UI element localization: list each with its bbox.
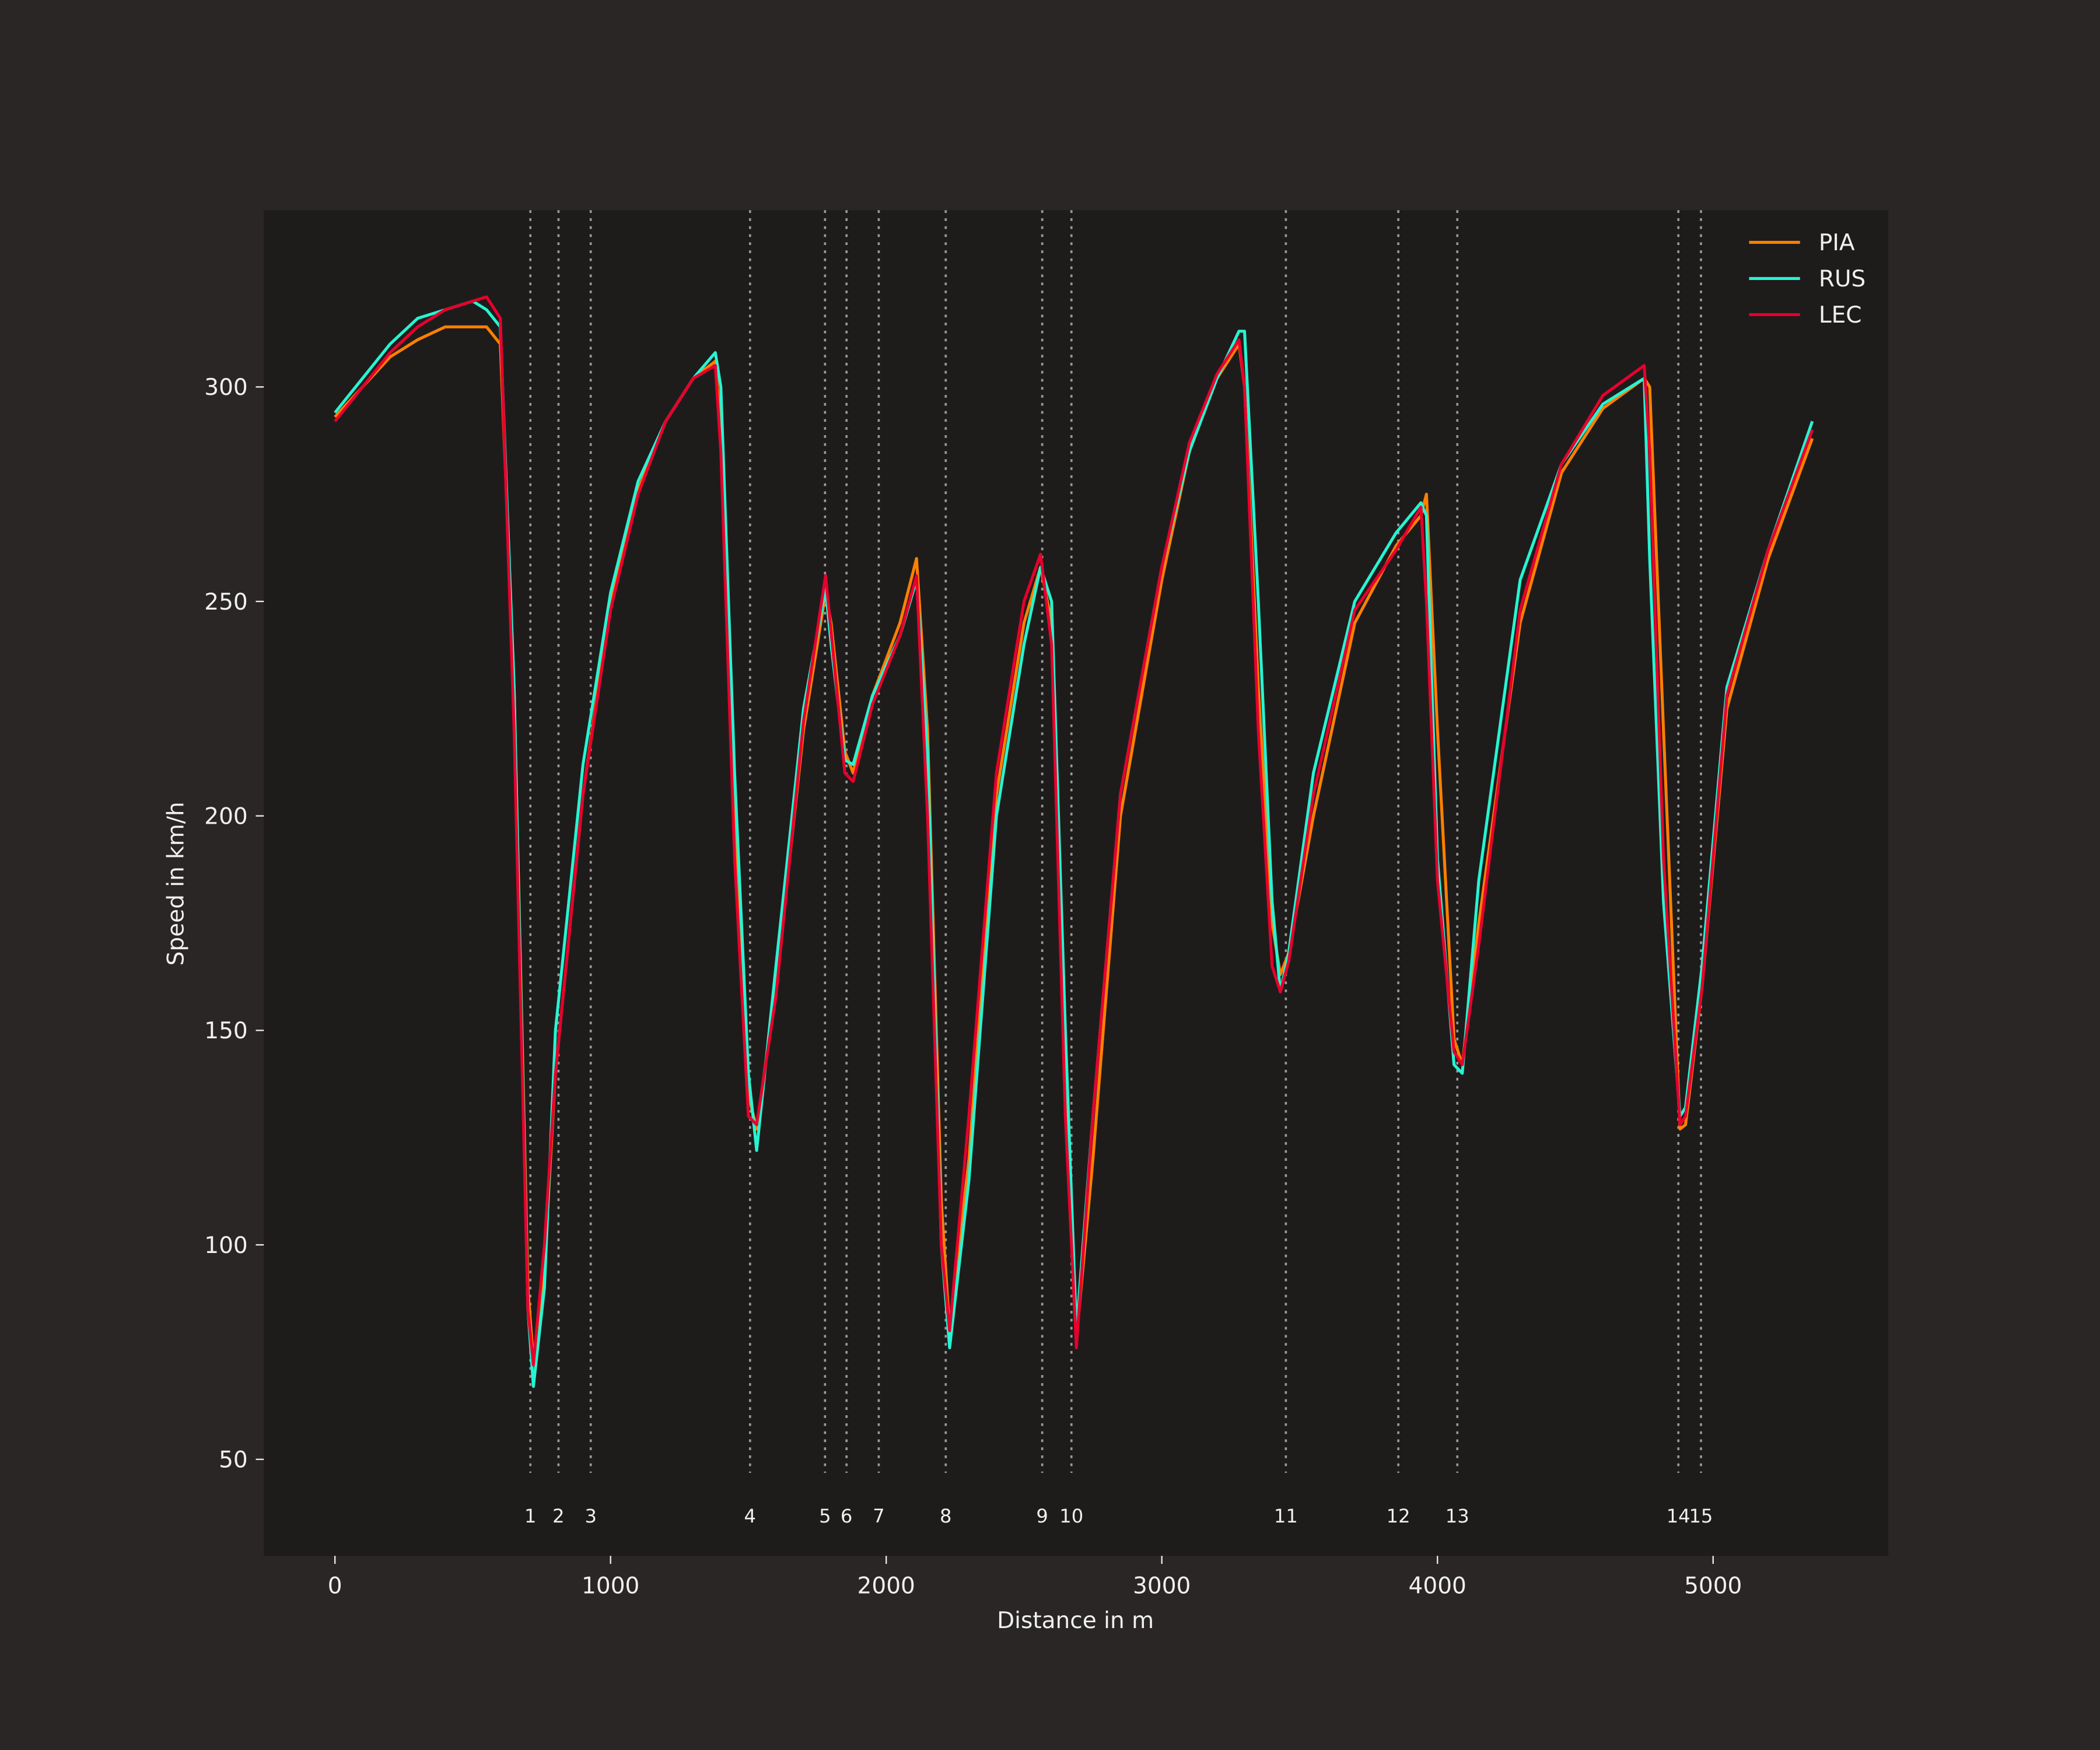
x-tick-label: 2000 — [858, 1573, 915, 1599]
x-tick-label: 5000 — [1684, 1573, 1742, 1599]
x-axis-label: Distance in m — [997, 1608, 1154, 1634]
y-tick-label: 100 — [204, 1233, 247, 1259]
x-tick-label: 3000 — [1133, 1573, 1191, 1599]
x-tick-label: 0 — [328, 1573, 342, 1599]
corner-label: 10 — [1059, 1505, 1083, 1527]
y-tick-label: 300 — [204, 374, 247, 401]
corner-label: 15 — [1689, 1505, 1713, 1527]
y-axis-label: Speed in km/h — [163, 802, 190, 965]
corner-label: 6 — [841, 1505, 852, 1527]
speed-line — [334, 299, 1814, 1388]
x-tick-label: 4000 — [1409, 1573, 1466, 1599]
x-tick-label: 1000 — [582, 1573, 639, 1599]
corner-label: 11 — [1274, 1505, 1298, 1527]
corner-label: 7 — [873, 1505, 884, 1527]
corner-label: 3 — [584, 1505, 596, 1527]
corner-label: 1 — [524, 1505, 536, 1527]
corner-label: 5 — [819, 1505, 831, 1527]
corner-label: 4 — [744, 1505, 756, 1527]
speed-line — [334, 295, 1814, 1367]
legend-label: PIA — [1819, 230, 1855, 256]
legend-label: LEC — [1819, 302, 1862, 328]
y-tick-label: 200 — [204, 803, 247, 830]
y-tick-label: 50 — [219, 1447, 248, 1473]
y-tick-label: 150 — [204, 1018, 247, 1044]
corner-label: 14 — [1667, 1505, 1690, 1527]
corner-label: 12 — [1387, 1505, 1410, 1527]
corner-label: 2 — [552, 1505, 564, 1527]
legend-label: RUS — [1819, 266, 1866, 292]
corner-label: 13 — [1446, 1505, 1469, 1527]
corner-label: 9 — [1036, 1505, 1048, 1527]
corner-label: 8 — [940, 1505, 951, 1527]
y-tick-label: 250 — [204, 589, 247, 615]
